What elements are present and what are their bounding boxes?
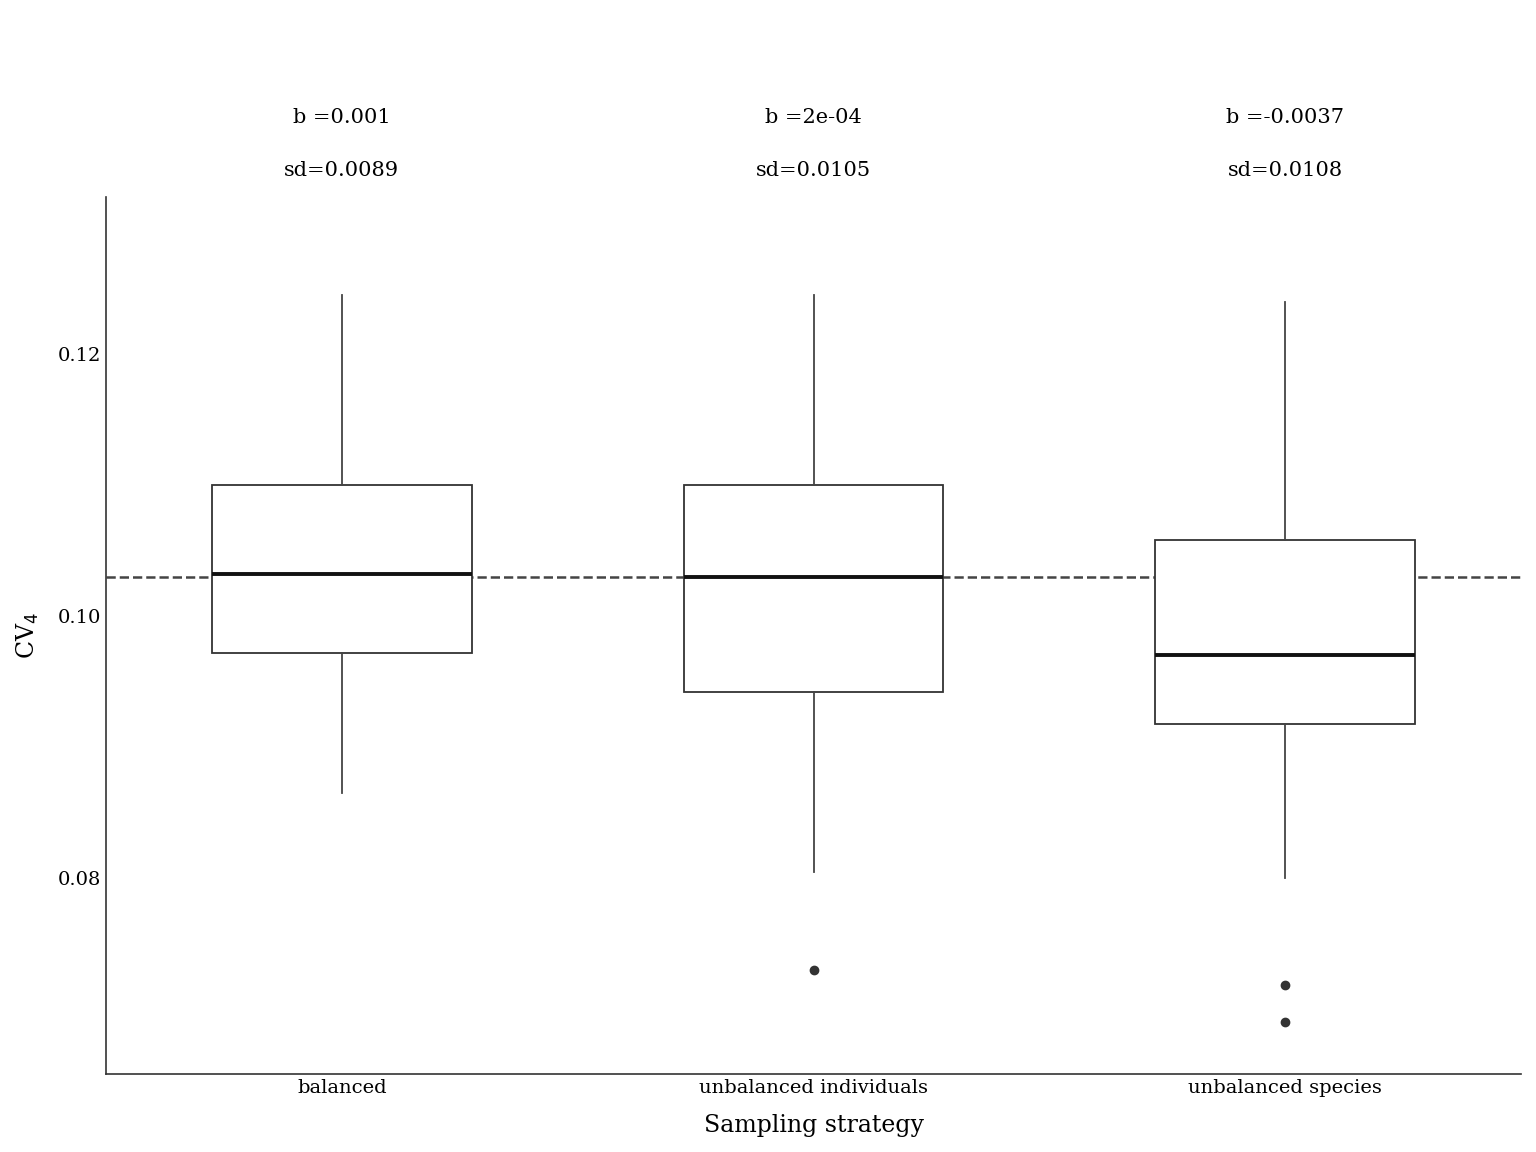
Text: b =-0.0037: b =-0.0037 [1226,108,1344,127]
PathPatch shape [212,485,472,653]
Y-axis label: CV$_4$: CV$_4$ [15,613,41,659]
Text: sd=0.0105: sd=0.0105 [756,160,871,180]
PathPatch shape [1155,540,1415,723]
PathPatch shape [684,485,943,692]
Text: sd=0.0089: sd=0.0089 [284,160,399,180]
Text: b =2e-04: b =2e-04 [765,108,862,127]
Text: sd=0.0108: sd=0.0108 [1227,160,1342,180]
X-axis label: Sampling strategy: Sampling strategy [703,1114,923,1137]
Text: b =0.001: b =0.001 [293,108,390,127]
